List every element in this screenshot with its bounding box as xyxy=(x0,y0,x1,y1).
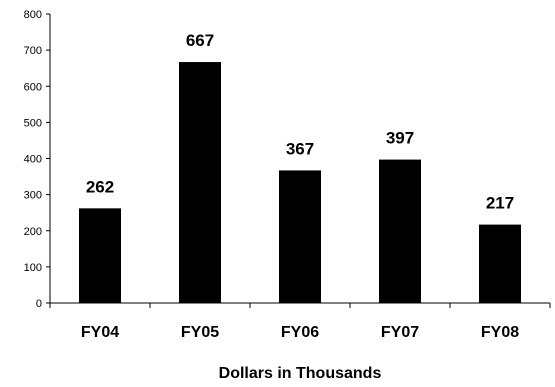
y-tick-label: 800 xyxy=(24,9,42,21)
y-axis: 0 100 200 300 400 500 600 700 800 xyxy=(24,9,51,310)
x-axis: FY04 FY05 FY06 FY07 FY08 xyxy=(49,302,551,341)
bar-fy07 xyxy=(379,159,421,303)
data-label-fy04: 262 xyxy=(86,177,114,196)
bars xyxy=(79,62,521,303)
x-tick-label-fy04: FY04 xyxy=(81,324,119,341)
data-label-fy05: 667 xyxy=(186,31,214,50)
bar-fy06 xyxy=(279,170,321,303)
y-tick-label: 200 xyxy=(24,226,42,238)
data-label-fy06: 367 xyxy=(286,139,314,158)
data-label-fy07: 397 xyxy=(386,129,414,148)
x-tick-label-fy05: FY05 xyxy=(181,324,219,341)
y-tick-label: 100 xyxy=(24,262,42,274)
data-labels: 262 667 367 397 217 xyxy=(86,31,514,213)
bar-fy04 xyxy=(79,208,121,303)
y-tick-label: 300 xyxy=(24,190,42,202)
y-tick-label: 0 xyxy=(36,298,42,310)
x-tick-label-fy07: FY07 xyxy=(381,324,419,341)
x-tick-label-fy08: FY08 xyxy=(481,324,519,341)
y-tick-label: 700 xyxy=(24,45,42,57)
bar-fy08 xyxy=(479,224,521,303)
y-tick-label: 500 xyxy=(24,117,42,129)
data-label-fy08: 217 xyxy=(486,194,514,213)
y-tick-label: 400 xyxy=(24,154,42,166)
bar-fy05 xyxy=(179,62,221,303)
x-axis-title: Dollars in Thousands xyxy=(219,365,382,382)
y-tick-label: 600 xyxy=(24,81,42,93)
x-tick-label-fy06: FY06 xyxy=(281,324,319,341)
